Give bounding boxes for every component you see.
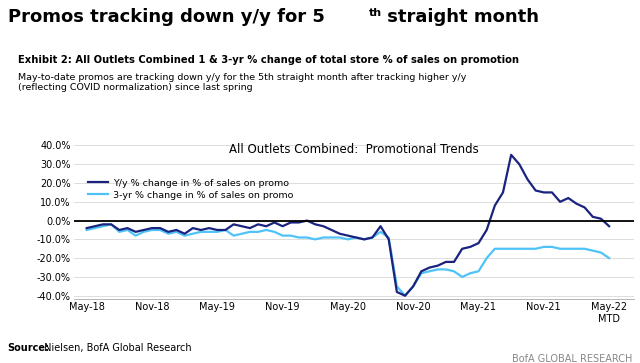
- Legend: Y/y % change in % of sales on promo, 3-yr % change in % of sales on promo: Y/y % change in % of sales on promo, 3-y…: [84, 175, 298, 203]
- Text: Exhibit 2: All Outlets Combined 1 & 3-yr % change of total store % of sales on p: Exhibit 2: All Outlets Combined 1 & 3-yr…: [18, 55, 519, 65]
- Text: Source:: Source:: [8, 343, 50, 353]
- Text: Nielsen, BofA Global Research: Nielsen, BofA Global Research: [41, 343, 191, 353]
- Text: Promos tracking down y/y for 5: Promos tracking down y/y for 5: [8, 8, 324, 26]
- Text: BofA GLOBAL RESEARCH: BofA GLOBAL RESEARCH: [512, 354, 632, 363]
- Text: All Outlets Combined:  Promotional Trends: All Outlets Combined: Promotional Trends: [228, 143, 479, 156]
- Text: th: th: [369, 8, 382, 18]
- Text: straight month: straight month: [381, 8, 540, 26]
- Text: May-to-date promos are tracking down y/y for the 5th straight month after tracki: May-to-date promos are tracking down y/y…: [18, 73, 467, 92]
